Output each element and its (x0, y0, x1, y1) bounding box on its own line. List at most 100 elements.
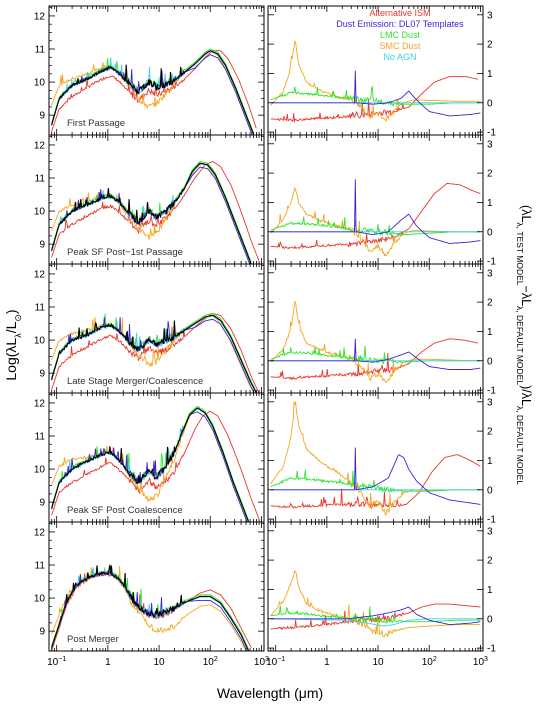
left-y-tick-label: 11 (35, 432, 46, 443)
x-tick-label: 103 (473, 656, 488, 668)
sed-line-alt_ism-2 (51, 160, 260, 261)
sed-panel-3: 9 10 11 12 Late Stage Merger/Coalescence (34, 263, 265, 394)
legend-entry-lmc: LMC Dust (380, 30, 421, 40)
right-y-tick-label: 0 (487, 614, 493, 625)
residual-line-lmc-2 (270, 216, 481, 237)
sed-frame-1 (48, 5, 265, 136)
left-y-tick-label: 12 (34, 527, 46, 538)
left-y-tick-label: 10 (34, 207, 46, 218)
legend-entry-alt_ism: Alternative ISM (369, 8, 430, 18)
left-y-tick-label: 12 (34, 140, 46, 151)
panel-label-1: First Passage (67, 118, 125, 129)
sed-line-smc-1 (51, 50, 255, 135)
panel-label-2: Peak SF Post−1st Passage (67, 247, 183, 258)
sed-frame-3 (48, 263, 265, 394)
left-y-tick-label: 9 (39, 111, 45, 122)
x-tick-label: 102 (422, 656, 437, 668)
left-y-tick-label: 9 (39, 369, 45, 380)
left-y-tick-label: 9 (39, 240, 45, 251)
residual-line-smc-5 (270, 569, 481, 639)
legend-entry-dust_dl07: Dust Emission: DL07 Templates (336, 19, 464, 29)
sed-line-smc-4 (51, 407, 250, 522)
right-y-tick-label: 3 (487, 139, 493, 150)
residual-line-dust_dl07-1 (270, 70, 481, 117)
sed-line-default-5 (51, 564, 250, 651)
left-y-tick-label: 11 (35, 174, 46, 185)
left-y-tick-label: 11 (35, 303, 46, 314)
residual-line-dust_dl07-4 (270, 447, 481, 505)
residual-panel-2: -1 0 1 2 3 (267, 134, 496, 268)
right-y-tick-label: 2 (487, 427, 493, 438)
sed-panel-1: 9 10 11 12 First Passage (34, 5, 265, 136)
right-y-tick-label: -1 (487, 515, 496, 526)
x-tick-label: 1 (105, 657, 111, 668)
residual-line-alt_ism-5 (270, 603, 481, 631)
right-y-tick-label: 3 (487, 526, 493, 537)
right-y-tick-label: 1 (487, 585, 493, 596)
right-y-axis-title: (λLλ, TEST MODEL−λLλ, DEFAULT MODEL)/λLλ… (515, 205, 533, 485)
legend-entry-no_agn: No AGN (383, 52, 416, 62)
panel-label-4: Peak SF Post Coalescence (67, 505, 183, 516)
left-y-tick-label: 9 (39, 627, 45, 638)
right-y-tick-label: 3 (487, 268, 493, 279)
right-y-tick-label: -1 (487, 644, 496, 655)
panel-label-3: Late Stage Merger/Coalescence (67, 376, 203, 387)
right-y-tick-label: 3 (487, 397, 493, 408)
sed-line-alt_ism-4 (51, 410, 260, 519)
residual-line-alt_ism-3 (270, 338, 479, 381)
residual-line-no_agn-5 (270, 618, 481, 627)
sed-line-default-4 (51, 407, 250, 522)
left-y-tick-label: 10 (34, 594, 46, 605)
right-y-tick-label: 2 (487, 298, 493, 309)
sed-panel-5: 9 10 11 12 Post Merger (34, 521, 265, 652)
residual-panel-4: -1 0 1 2 3 (267, 392, 496, 526)
sed-line-default-1 (51, 50, 255, 135)
x-tick-label: 102 (203, 656, 218, 668)
left-y-tick-label: 10 (34, 465, 46, 476)
left-y-tick-label: 10 (34, 336, 46, 347)
right-y-tick-label: 3 (487, 10, 493, 21)
residual-line-alt_ism-1 (270, 75, 479, 123)
sed-line-alt_ism-3 (51, 313, 260, 393)
left-y-tick-label: 12 (34, 269, 46, 280)
x-tick-label: 10−1 (47, 656, 66, 668)
sed-line-default-2 (51, 162, 252, 264)
right-y-tick-label: -1 (487, 386, 496, 397)
residual-line-lmc-1 (270, 85, 481, 107)
right-y-tick-label: 0 (487, 227, 493, 238)
residual-line-dust_dl07-3 (270, 338, 481, 370)
x-axis-title: Wavelength (μm) (217, 685, 323, 701)
x-tick-label: 103 (254, 656, 269, 668)
residual-frame-2 (267, 134, 484, 265)
right-y-tick-label: 1 (487, 327, 493, 338)
x-tick-label: 10−1 (266, 656, 285, 668)
right-y-tick-label: 1 (487, 198, 493, 209)
residual-line-dust_dl07-2 (270, 179, 481, 244)
right-y-tick-label: 0 (487, 98, 493, 109)
left-y-tick-label: 11 (35, 561, 46, 572)
right-y-tick-label: 0 (487, 356, 493, 367)
left-y-axis-title: Log(λLλ/L⊙) (3, 309, 23, 380)
right-y-tick-label: -1 (487, 257, 496, 268)
panel-label-5: Post Merger (67, 634, 119, 645)
x-tick-label: 1 (324, 657, 330, 668)
right-y-tick-label: 2 (487, 556, 493, 567)
x-tick-label: 10 (153, 657, 165, 668)
left-y-tick-label: 11 (35, 45, 46, 56)
right-y-tick-label: 2 (487, 169, 493, 180)
residual-line-smc-1 (270, 39, 481, 123)
left-y-tick-label: 12 (34, 398, 46, 409)
residual-line-alt_ism-2 (270, 182, 481, 250)
residual-panel-5: -1 0 1 2 3 (267, 521, 496, 655)
residual-panel-3: -1 0 1 2 3 (267, 263, 496, 397)
residual-line-dust_dl07-5 (270, 606, 481, 626)
right-y-tick-label: -1 (487, 128, 496, 139)
left-y-tick-label: 12 (34, 11, 46, 22)
right-y-tick-label: 1 (487, 456, 493, 467)
residual-line-smc-3 (270, 300, 481, 384)
x-tick-label: 10 (372, 657, 384, 668)
right-y-tick-label: 0 (487, 485, 493, 496)
residual-line-lmc-5 (270, 605, 481, 624)
